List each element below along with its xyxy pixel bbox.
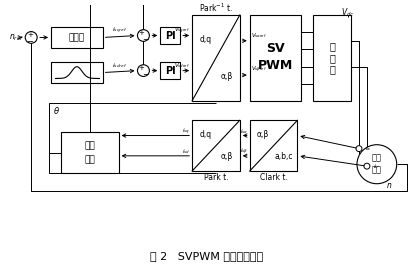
Text: −: − bbox=[142, 70, 148, 79]
Text: 电机: 电机 bbox=[371, 166, 381, 175]
Bar bbox=[249, 15, 301, 101]
Text: α,β: α,β bbox=[220, 72, 232, 81]
Text: +: + bbox=[138, 65, 144, 71]
Text: 调节器: 调节器 bbox=[69, 33, 85, 42]
Circle shape bbox=[25, 32, 37, 43]
Text: 图 2   SVPWM 控制方法框图: 图 2 SVPWM 控制方法框图 bbox=[150, 251, 263, 261]
Text: $i_a$: $i_a$ bbox=[364, 144, 370, 153]
Text: 电流: 电流 bbox=[84, 141, 95, 150]
Text: 模块: 模块 bbox=[84, 155, 95, 164]
Circle shape bbox=[137, 65, 149, 76]
Bar bbox=[51, 62, 102, 83]
Bar bbox=[249, 120, 297, 171]
Text: $V_{sdref}$: $V_{sdref}$ bbox=[174, 61, 190, 70]
Text: $i_{sdref}$: $i_{sdref}$ bbox=[112, 61, 128, 70]
Circle shape bbox=[363, 163, 369, 169]
Text: Park t.: Park t. bbox=[203, 173, 228, 182]
Bar bbox=[51, 27, 102, 48]
Text: 感应: 感应 bbox=[371, 154, 381, 163]
Text: $V_{sqref}$: $V_{sqref}$ bbox=[174, 26, 190, 36]
Bar bbox=[192, 120, 239, 171]
Text: α,β: α,β bbox=[220, 152, 232, 161]
Bar bbox=[192, 15, 239, 101]
Text: SV: SV bbox=[266, 42, 284, 55]
Text: $i_{sqref}$: $i_{sqref}$ bbox=[112, 26, 128, 36]
Text: d,q: d,q bbox=[199, 34, 211, 44]
Text: 器: 器 bbox=[328, 65, 334, 75]
Text: $n$: $n$ bbox=[385, 181, 391, 190]
Bar bbox=[160, 27, 180, 44]
Text: PI: PI bbox=[164, 30, 175, 41]
Text: +: + bbox=[27, 32, 33, 38]
Text: PI: PI bbox=[164, 66, 175, 76]
Bar bbox=[313, 15, 350, 101]
Text: PWM: PWM bbox=[257, 59, 292, 72]
Text: 变: 变 bbox=[328, 53, 334, 63]
Text: +: + bbox=[138, 30, 144, 36]
Circle shape bbox=[356, 145, 396, 184]
Circle shape bbox=[137, 30, 149, 41]
Text: α,β: α,β bbox=[256, 130, 268, 139]
Bar bbox=[160, 62, 180, 79]
Text: $\theta$: $\theta$ bbox=[53, 105, 60, 116]
Text: $i_{sd}$: $i_{sd}$ bbox=[182, 147, 190, 156]
Text: $n_{ref}$: $n_{ref}$ bbox=[9, 32, 24, 43]
Text: Park$^{-1}$ t.: Park$^{-1}$ t. bbox=[198, 2, 233, 14]
Bar bbox=[61, 132, 118, 173]
Text: 逆: 逆 bbox=[328, 41, 334, 51]
Text: $i_{sq}$: $i_{sq}$ bbox=[182, 127, 190, 137]
Text: Clark t.: Clark t. bbox=[259, 173, 287, 182]
Text: $V_{s\alpha ref}$: $V_{s\alpha ref}$ bbox=[250, 32, 266, 40]
Text: $V_{s\beta ref}$: $V_{s\beta ref}$ bbox=[250, 65, 266, 75]
Text: $i_b$: $i_b$ bbox=[372, 162, 378, 171]
Circle shape bbox=[355, 146, 361, 152]
Text: −: − bbox=[142, 35, 148, 44]
Text: $i_{s\beta}$: $i_{s\beta}$ bbox=[239, 147, 247, 157]
Text: $V_{dc}$: $V_{dc}$ bbox=[340, 7, 354, 19]
Text: $i_{s\alpha}$: $i_{s\alpha}$ bbox=[239, 127, 247, 136]
Text: d,q: d,q bbox=[199, 130, 211, 139]
Text: a,b,c: a,b,c bbox=[274, 152, 292, 161]
Text: −: − bbox=[26, 37, 33, 46]
